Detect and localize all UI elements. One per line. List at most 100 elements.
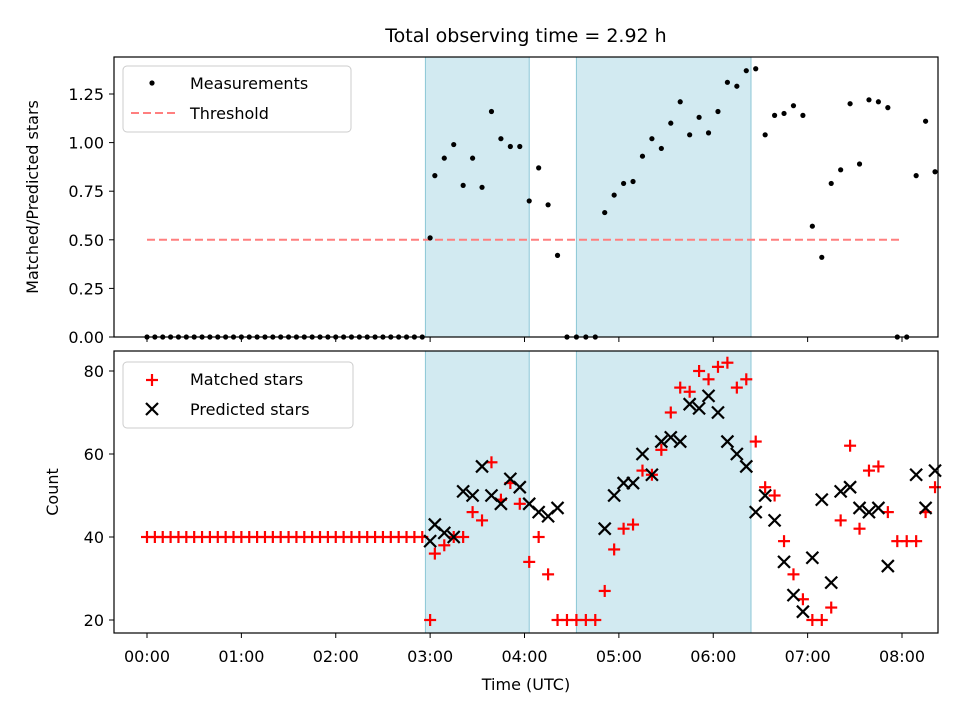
legend-matched-label: Matched stars — [190, 370, 303, 389]
measurement-point — [696, 114, 702, 120]
predicted-star-point — [465, 488, 480, 503]
matched-star-point — [617, 522, 630, 535]
predicted-star-point — [597, 521, 612, 536]
bottom-legend: Matched stars Predicted stars — [122, 361, 354, 429]
predicted-star-point — [423, 534, 437, 548]
y-tick-label: 40 — [84, 528, 104, 547]
matched-star-point — [721, 356, 734, 369]
measurement-point — [828, 180, 834, 187]
predicted-star-point — [645, 467, 659, 482]
measurement-point — [639, 153, 646, 159]
predicted-star-point — [909, 467, 923, 482]
predicted-star-point — [635, 447, 650, 461]
measurement-point — [875, 99, 882, 105]
shaded-interval — [575, 56, 752, 338]
predicted-star-point — [777, 555, 791, 569]
bottom-x-ticks: 00:00 01:00 02:00 03:00 04:00 05:00 06:00 07:00… — [124, 633, 925, 666]
predicted-star-point — [682, 397, 697, 411]
matched-star-point — [589, 614, 602, 626]
measurement-point — [630, 178, 636, 185]
bottom-plot-area — [141, 356, 942, 626]
predicted-star-point — [815, 492, 829, 507]
y-tick-label: 0.50 — [68, 231, 104, 250]
predicted-star-point — [701, 389, 716, 403]
measurement-point — [856, 161, 863, 167]
predicted-star-point — [730, 447, 744, 461]
matched-star-point — [683, 385, 696, 398]
predicted-star-point — [758, 488, 772, 503]
predicted-star-point — [918, 501, 933, 515]
matched-star-point — [853, 522, 866, 535]
measurement-point — [819, 254, 825, 260]
y-tick-label: 0.25 — [68, 279, 104, 298]
matched-star-point — [438, 539, 451, 552]
x-tick-label: 05:00 — [596, 647, 642, 666]
predicted-star-point — [437, 526, 452, 540]
predicted-star-point — [494, 497, 508, 511]
matched-star-point — [476, 514, 489, 527]
matched-star-point — [428, 547, 441, 560]
predicted-star-point — [852, 501, 867, 515]
matched-star-point — [542, 568, 555, 581]
predicted-star-point — [654, 434, 669, 449]
matched-star-point — [825, 601, 838, 614]
x-tick-label: 08:00 — [879, 647, 925, 666]
matched-star-point — [523, 555, 536, 568]
predicted-star-point — [513, 480, 527, 494]
measurement-point — [479, 184, 485, 190]
legend-predicted-marker — [145, 402, 159, 416]
top-legend-box — [122, 65, 352, 133]
matched-star-point — [910, 535, 923, 548]
matched-star-point — [608, 543, 621, 556]
x-tick-label: 02:00 — [313, 647, 359, 666]
predicted-star-point — [767, 513, 782, 528]
predicted-star-point — [805, 550, 820, 565]
top-y-ticks: 0.00 0.25 0.50 0.75 1.00 1.25 — [68, 85, 114, 347]
x-tick-label: 00:00 — [124, 647, 170, 666]
measurement-point — [715, 108, 721, 115]
measurement-point — [611, 192, 617, 198]
predicted-star-point — [550, 501, 565, 515]
predicted-star-point — [673, 434, 687, 449]
predicted-star-point — [928, 463, 942, 478]
matched-star-point — [844, 439, 857, 452]
matched-star-point — [768, 489, 781, 502]
matched-star-point — [929, 481, 942, 494]
predicted-star-point — [833, 484, 848, 499]
x-tick-label: 01:00 — [218, 647, 264, 666]
measurement-point — [753, 66, 759, 72]
matched-star-point — [787, 568, 800, 581]
matched-star-point — [815, 614, 828, 626]
y-tick-label: 60 — [84, 445, 104, 464]
bottom-shaded-intervals — [424, 350, 752, 634]
y-tick-label: 1.25 — [68, 85, 104, 104]
top-panel: 0.00 0.25 0.50 0.75 1.00 1.25 Matched/Predict… — [23, 56, 939, 347]
predicted-star-point — [456, 484, 470, 499]
measurement-point — [602, 209, 608, 216]
measurement-point — [554, 252, 561, 258]
bottom-axes-frame — [113, 350, 939, 634]
measurement-point — [451, 141, 457, 148]
matched-star-point — [664, 406, 677, 419]
measurement-point — [724, 79, 731, 85]
measurement-point — [922, 118, 929, 124]
top-x-ticks — [146, 337, 903, 342]
legend-predicted-label: Predicted stars — [190, 400, 310, 419]
predicted-star-point — [843, 480, 857, 494]
measurement-point — [705, 130, 712, 136]
top-axes-frame — [113, 56, 939, 338]
matched-star-point — [749, 435, 762, 448]
matched-star-point — [424, 614, 437, 626]
measurement-point — [460, 182, 466, 188]
y-tick-label: 0.75 — [68, 182, 104, 201]
matched-star-point — [862, 464, 875, 477]
top-y-axis-label: Matched/Predicted stars — [23, 100, 42, 294]
predicted-star-point — [786, 588, 801, 602]
measurement-point — [620, 180, 627, 187]
measurement-point — [469, 155, 476, 161]
measurement-point — [441, 155, 447, 161]
bottom-y-ticks: 20 40 60 80 — [84, 362, 114, 630]
legend-measurements-marker — [149, 80, 155, 86]
